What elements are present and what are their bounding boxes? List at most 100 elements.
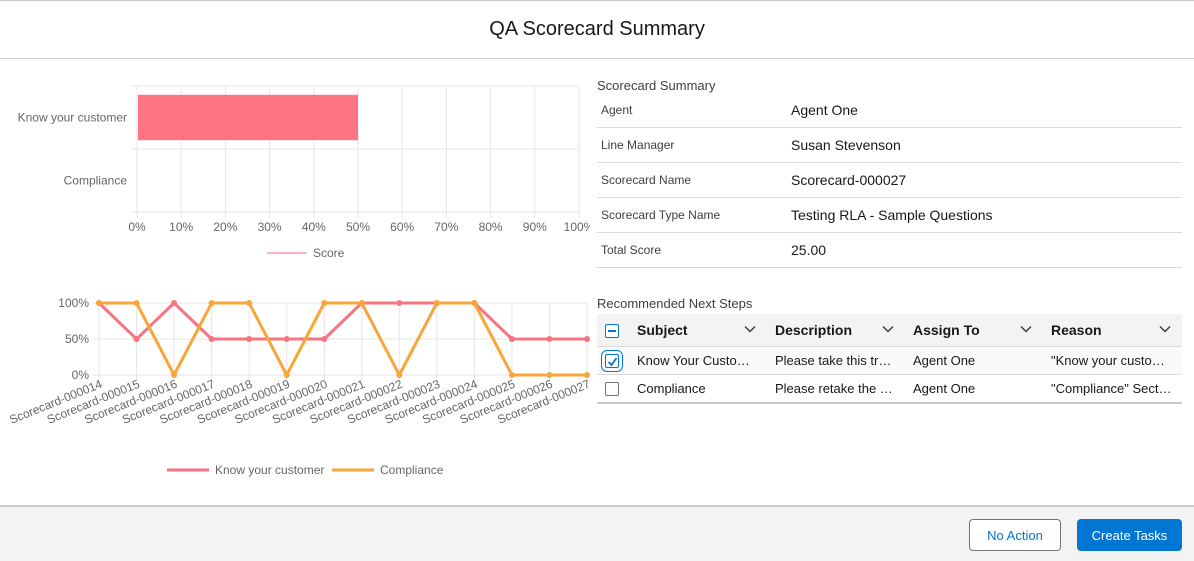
data-point: [433, 300, 440, 306]
summary-label: Scorecard Type Name: [601, 208, 721, 222]
data-point: [546, 372, 553, 378]
data-point: [208, 336, 215, 342]
recommended-next-steps: Recommended Next Steps Subject Descripti…: [597, 297, 1182, 404]
data-point: [171, 300, 178, 306]
y-category-label: Compliance: [64, 174, 128, 188]
data-point: [508, 372, 515, 378]
summary-label: Total Score: [601, 243, 662, 257]
y-tick-label: 50%: [65, 332, 89, 346]
column-label: Subject: [637, 322, 688, 338]
cell-assign-to: Agent One: [905, 346, 1043, 375]
data-point: [133, 300, 140, 306]
y-tick-label: 100%: [58, 296, 89, 310]
select-all-checkbox[interactable]: [605, 324, 619, 339]
next-steps-table: Subject Description Assign To Reason: [597, 314, 1182, 404]
data-point: [396, 300, 403, 306]
x-tick-label: 90%: [523, 220, 547, 234]
data-point: [96, 300, 102, 306]
row-select-cell: [597, 346, 629, 375]
row-checkbox-checked[interactable]: [601, 350, 623, 373]
column-label: Assign To: [913, 322, 980, 338]
legend-label: Score: [313, 246, 345, 260]
bar: [138, 94, 358, 141]
modal-body: 0% 10% 20% 30% 40% 50% 60% 70% 80% 90% 100% Know yo…: [0, 59, 1194, 505]
x-tick-label: 60%: [390, 220, 414, 234]
x-tick-label: 100%: [564, 220, 590, 234]
series-line-compliance: [99, 301, 587, 377]
data-point: [171, 372, 178, 378]
chevron-down-icon[interactable]: [743, 322, 757, 336]
data-point: [321, 300, 328, 306]
summary-row-agent: Agent Agent One: [597, 93, 1182, 128]
cell-description: Please retake the course: [767, 374, 905, 404]
series-line-know-your-customer: [97, 301, 587, 341]
score-trend-line-chart: 0%50%100%Scorecard-000014Scorecard-00001…: [7, 296, 590, 477]
score-bar-chart: 0% 10% 20% 30% 40% 50% 60% 70% 80% 90% 100% Know yo…: [18, 85, 590, 260]
data-point: [546, 336, 553, 342]
column-label: Reason: [1051, 322, 1102, 338]
x-tick-label: 30%: [258, 220, 282, 234]
summary-value: Susan Stevenson: [791, 137, 901, 153]
summary-label: Line Manager: [601, 138, 675, 152]
chevron-down-icon[interactable]: [1019, 322, 1033, 336]
cell-subject: Know Your Customer: [629, 346, 767, 375]
x-tick-label: 40%: [302, 220, 326, 234]
summary-row-scorecard-name: Scorecard Name Scorecard-000027: [597, 163, 1182, 198]
chevron-down-icon[interactable]: [881, 322, 895, 336]
column-header-subject[interactable]: Subject: [629, 314, 767, 347]
no-action-button[interactable]: No Action: [969, 519, 1061, 551]
legend-label: Know your customer: [215, 463, 324, 477]
summary-value: Testing RLA - Sample Questions: [791, 207, 993, 223]
column-header-reason[interactable]: Reason: [1043, 314, 1182, 347]
row-checkbox[interactable]: [605, 382, 619, 397]
summary-value: Agent One: [791, 102, 858, 118]
x-tick-label: 50%: [346, 220, 370, 234]
x-tick-label: 10%: [169, 220, 193, 234]
table-header-row: Subject Description Assign To Reason: [597, 314, 1182, 347]
data-point: [396, 372, 403, 378]
data-point: [283, 336, 290, 342]
scorecard-summary: Scorecard Summary Agent Agent One Line M…: [597, 79, 1182, 268]
data-point: [246, 300, 253, 306]
x-tick-label: 0%: [128, 220, 146, 234]
select-all-cell: [597, 314, 629, 347]
summary-row-line-manager: Line Manager Susan Stevenson: [597, 128, 1182, 163]
steps-title: Recommended Next Steps: [597, 296, 753, 311]
column-header-assign-to[interactable]: Assign To: [905, 314, 1043, 347]
summary-row-total-score: Total Score 25.00: [597, 233, 1182, 268]
data-point: [508, 336, 515, 342]
modal-title: QA Scorecard Summary: [489, 18, 705, 40]
data-point: [321, 336, 328, 342]
table-row[interactable]: Know Your Customer Please take this trai…: [597, 346, 1182, 375]
create-tasks-button[interactable]: Create Tasks: [1077, 519, 1182, 551]
modal-footer: No Action Create Tasks: [0, 505, 1194, 561]
data-point: [584, 372, 590, 378]
data-point: [471, 300, 478, 306]
y-tick-label: 0%: [72, 368, 90, 382]
data-point: [246, 336, 253, 342]
cell-description: Please take this training: [767, 346, 905, 375]
data-point: [133, 336, 140, 342]
column-header-description[interactable]: Description: [767, 314, 905, 347]
summary-row-scorecard-type: Scorecard Type Name Testing RLA - Sample…: [597, 198, 1182, 233]
cell-reason: "Compliance" Section: [1043, 374, 1182, 404]
y-category-label: Know your customer: [18, 111, 127, 125]
table-row[interactable]: Compliance Please retake the course Agen…: [597, 374, 1182, 404]
summary-value: 25.00: [791, 242, 827, 258]
x-tick-label: 80%: [479, 220, 503, 234]
x-tick-label: 70%: [434, 220, 458, 234]
data-point: [208, 300, 215, 306]
summary-label: Agent: [601, 103, 633, 117]
chevron-down-icon[interactable]: [1158, 322, 1172, 336]
cell-assign-to: Agent One: [905, 374, 1043, 404]
column-label: Description: [775, 322, 853, 338]
summary-value: Scorecard-000027: [791, 172, 907, 188]
row-select-cell: [597, 374, 629, 404]
checkmark-icon: [607, 357, 618, 367]
legend-label: Compliance: [380, 463, 444, 477]
data-point: [584, 336, 590, 342]
cell-subject: Compliance: [629, 374, 767, 404]
summary-title: Scorecard Summary: [597, 78, 716, 93]
modal-header: QA Scorecard Summary: [0, 0, 1194, 59]
data-point: [283, 372, 290, 378]
